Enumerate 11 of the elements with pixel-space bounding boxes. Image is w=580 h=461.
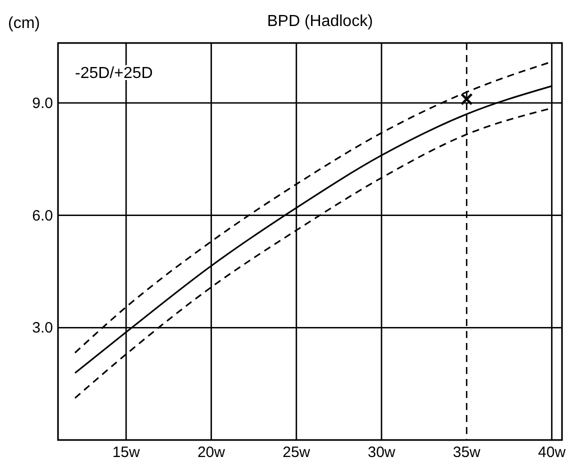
y-tick-label: 3.0	[32, 320, 53, 337]
x-tick-label: 25w	[282, 444, 310, 461]
x-tick-label: 35w	[452, 444, 481, 461]
x-tick-label: 15w	[112, 444, 140, 461]
y-axis-title: (cm)	[8, 15, 40, 32]
y-tick-label: 6.0	[32, 207, 53, 224]
chart-title: BPD (Hadlock)	[267, 13, 373, 30]
x-tick-label: 40w	[538, 444, 566, 461]
x-tick-label: 30w	[368, 444, 396, 461]
y-tick-label: 9.0	[32, 94, 53, 112]
x-tick-label: 20w	[197, 444, 226, 461]
